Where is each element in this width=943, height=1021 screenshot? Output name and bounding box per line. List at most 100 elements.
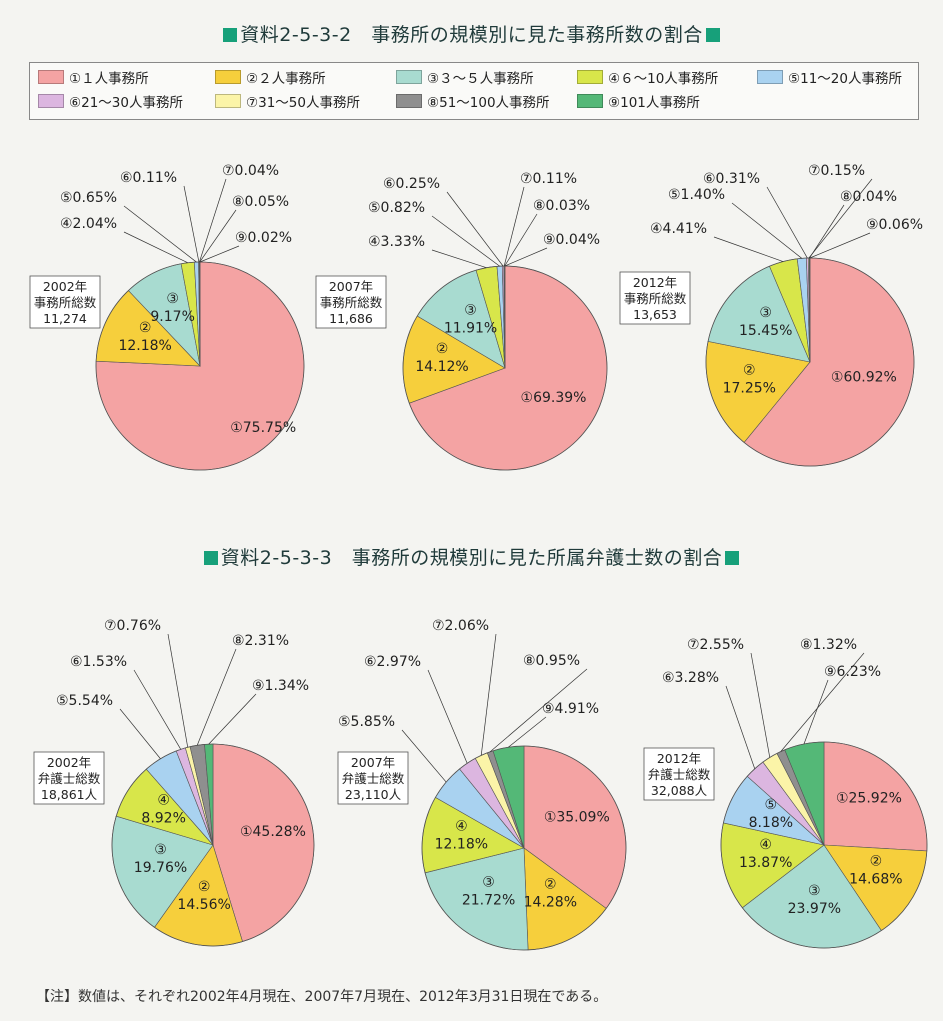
callout-line	[167, 633, 189, 748]
callout-line	[199, 178, 227, 263]
slice-label-7: ⑦0.11%	[520, 171, 577, 187]
callout-line	[766, 186, 808, 259]
slice-label-3: ③ 23.97%	[788, 883, 841, 917]
slice-label-1: ①69.39%	[521, 390, 587, 406]
callout-line	[196, 648, 237, 746]
pie-chart-6: ①25.92% ② 14.68%③ 23.97% ④ 13.87% ⑤ 8.18% ⑥3.28%…	[643, 637, 928, 949]
legend-label: ⑧51～100人事務所	[427, 95, 550, 111]
slice-label-8: ⑧1.32%	[800, 637, 857, 653]
legend-label: ①１人事務所	[69, 71, 149, 87]
slice-label-6: ⑥0.25%	[383, 176, 440, 192]
legend-item-9: ⑨101人事務所	[577, 91, 700, 111]
slice-label-8: ⑧2.31%	[232, 633, 289, 649]
legend-label: ⑦31～50人事務所	[246, 95, 360, 111]
callout-line	[489, 668, 588, 753]
caption-line: 弁護士総数	[38, 771, 101, 786]
slice-label-1: ①45.28%	[240, 824, 306, 840]
caption-line: 11,274	[43, 311, 87, 326]
pie-chart-4: ①45.28% ② 14.56%③ 19.76% ④ 8.92% ⑤5.54% ⑥1.53% ⑦…	[33, 618, 315, 947]
caption-line: 弁護士総数	[342, 771, 405, 786]
slice-label-4: ④ 13.87%	[739, 837, 792, 871]
slice-label-5: ⑤5.85%	[338, 714, 395, 730]
slice-label-5: ⑤ 8.18%	[749, 797, 793, 831]
slice-label-6: ⑥0.31%	[703, 171, 760, 187]
legend-swatch	[38, 70, 64, 84]
legend-swatch	[396, 70, 422, 84]
caption-line: 事務所総数	[34, 295, 97, 310]
slice-label-4: ④4.41%	[650, 221, 707, 237]
callout-line	[401, 729, 447, 783]
legend-swatch	[215, 94, 241, 108]
callout-line	[208, 693, 257, 745]
callout-line	[133, 669, 182, 750]
slice-label-1: ①25.92%	[836, 791, 902, 807]
caption-line: 18,861人	[41, 787, 98, 802]
legend: ①１人事務所 ②２人事務所 ③３～５人事務所 ④６～10人事務所 ⑤11～20人事務所 ⑥…	[29, 62, 919, 120]
slice-label-4: ④3.33%	[368, 234, 425, 250]
pie-outline	[421, 745, 627, 951]
caption-line: 事務所総数	[624, 291, 687, 306]
callout-line	[508, 716, 547, 748]
callout-line	[427, 669, 468, 764]
slice-label-5: ⑤5.54%	[56, 693, 113, 709]
caption-line: 11,686	[329, 311, 373, 326]
caption-line: 2012年	[657, 751, 701, 766]
slice-label-9: ⑨6.23%	[824, 664, 881, 680]
callout-line	[123, 231, 188, 264]
slice-label-5: ⑤0.65%	[60, 190, 117, 206]
pie-chart-2: ①69.39% ② 14.12% ③ 11.91% ④3.33% ⑤0.82% ⑥0.25% ⑦…	[315, 171, 608, 471]
slice-label-2: ② 12.18%	[118, 320, 171, 354]
callout-line	[803, 679, 829, 745]
legend-label: ⑤11～20人事務所	[788, 71, 902, 87]
callout-line	[731, 202, 802, 259]
chart2-title: 資料2-5-3-3 事務所の規模別に見た所属弁護士数の割合	[0, 543, 943, 570]
legend-swatch	[577, 70, 603, 84]
slice-label-3: ③ 21.72%	[462, 874, 515, 908]
callout-line	[119, 708, 161, 759]
legend-label: ④６～10人事務所	[608, 71, 719, 87]
slice-label-3: ③ 9.17%	[150, 291, 194, 325]
caption-box	[643, 747, 715, 801]
callout-line	[199, 209, 237, 263]
legend-item-1: ①１人事務所	[38, 67, 149, 87]
slice-label-6: ⑥0.11%	[120, 170, 177, 186]
chart2-title-text: 資料2-5-3-3 事務所の規模別に見た所属弁護士数の割合	[220, 547, 723, 569]
caption-line: 2002年	[47, 755, 91, 770]
legend-label: ⑥21～30人事務所	[69, 95, 183, 111]
callout-line	[713, 236, 784, 262]
callout-line	[123, 205, 197, 263]
legend-item-3: ③３～５人事務所	[396, 67, 534, 87]
slice-label-3: ③ 15.45%	[739, 305, 792, 339]
footnote: 【注】数値は、それぞれ2002年4月現在、2007年7月現在、2012年3月31…	[36, 989, 608, 1005]
legend-label: ②２人事務所	[246, 71, 326, 87]
slice-label-4: ④ 8.92%	[141, 792, 185, 826]
caption-box	[337, 751, 409, 805]
slice-label-7: ⑦2.06%	[432, 618, 489, 634]
caption-line: 弁護士総数	[648, 767, 711, 782]
caption-line: 2007年	[351, 755, 395, 770]
caption-box	[29, 275, 101, 329]
slice-label-1: ①60.92%	[831, 369, 897, 385]
callout-line	[504, 247, 548, 267]
slice-label-9: ⑨0.04%	[543, 232, 600, 248]
pie-chart-1: ①75.75% ② 12.18%③ 9.17% ④2.04% ⑤0.65%⑥0.11% ⑦0…	[29, 163, 305, 471]
caption-line: 2007年	[329, 279, 373, 294]
callout-line	[504, 213, 538, 267]
pie-outline	[111, 743, 315, 947]
legend-swatch	[38, 94, 64, 108]
callout-line	[183, 185, 200, 263]
caption-line: 2012年	[633, 275, 677, 290]
legend-item-6: ⑥21～30人事務所	[38, 91, 183, 111]
slice-label-2: ② 14.68%	[849, 854, 902, 888]
title-square-icon	[705, 28, 720, 42]
callout-line	[809, 204, 845, 259]
legend-label: ⑨101人事務所	[608, 95, 700, 111]
callout-line	[725, 685, 756, 769]
title-square-icon	[725, 551, 740, 565]
slice-label-6: ⑥1.53%	[70, 654, 127, 670]
